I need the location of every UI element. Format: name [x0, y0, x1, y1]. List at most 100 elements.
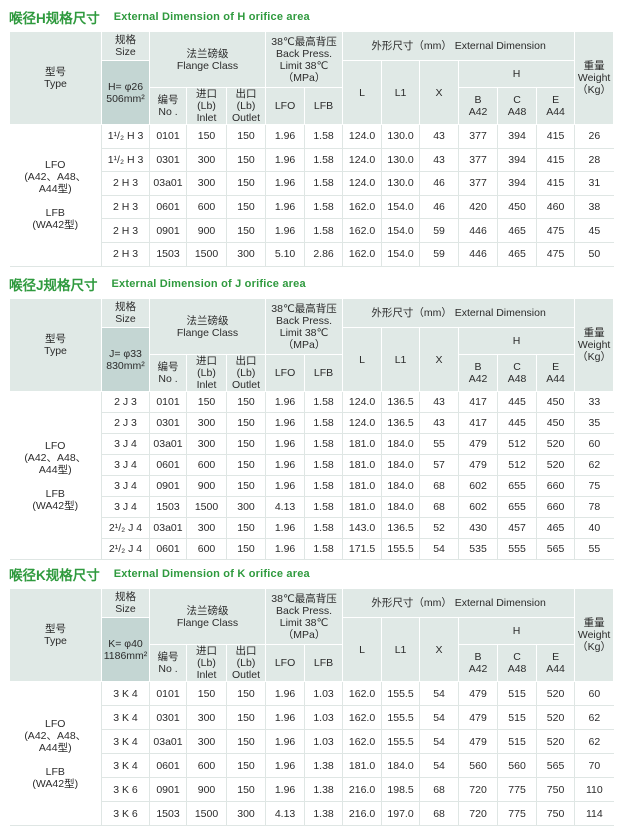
header-line: 506mm² [106, 92, 145, 105]
table-row: 2¹/₂ J 4 0601 600 150 1.96 1.58 171.5 155.5 54 53… [10, 538, 614, 560]
type-line: LFB [45, 487, 65, 500]
header-line: Weight [577, 72, 611, 84]
header-e: E A44 [536, 354, 576, 392]
cell-x: 43 [419, 391, 459, 413]
header-line: Flange Class [176, 326, 239, 339]
cell-no: 0301 [149, 705, 187, 730]
cell-lfb: 1.03 [304, 681, 343, 706]
cell-weight: 70 [574, 753, 614, 778]
table-header: 型号 Type 规格 Size 法兰磅级 Flange Class 38℃最高背压 Back … [9, 31, 615, 125]
header-line: 重量 [583, 60, 605, 72]
cell-lfb: 1.58 [304, 148, 343, 173]
header-line: Limit 38℃ [279, 616, 329, 629]
cell-l1: 136.5 [381, 412, 420, 434]
cell-x: 68 [419, 475, 459, 497]
cell-c: 457 [497, 517, 537, 539]
table-row: 3 J 4 0901 900 150 1.96 1.58 181.0 184.0 68 602 65… [10, 475, 614, 497]
cell-lfo: 1.96 [265, 753, 305, 778]
cell-lfb: 2.86 [304, 242, 343, 267]
header-inlet: 进口(Lb) Inlet [186, 87, 227, 125]
header-row: K= φ40 1186mm² L L1 X H [10, 617, 614, 682]
cell-x: 55 [419, 433, 459, 455]
cell-no: 0601 [149, 538, 187, 560]
header-row: H= φ26 506mm² L L1 X H [10, 60, 614, 125]
cell-x: 54 [419, 729, 459, 754]
cell-l: 181.0 [342, 433, 382, 455]
header-line: （Kg） [577, 351, 612, 363]
header-line: Inlet [196, 379, 217, 391]
header-line: K= φ40 [108, 637, 143, 650]
cell-lfo: 1.96 [265, 517, 305, 539]
header-c: C A48 [497, 644, 538, 682]
cell-inlet: 300 [186, 171, 227, 196]
section-j: 喉径J规格尺寸 External Dimension of J orifice a… [9, 274, 615, 560]
cell-c: 445 [497, 391, 537, 413]
header-line: 规格 [115, 34, 136, 46]
cell-c: 465 [497, 242, 537, 267]
cell-no: 0601 [149, 753, 187, 778]
cell-x: 43 [419, 148, 459, 173]
header-line: Outlet [232, 379, 261, 391]
header-row: J= φ33 830mm² L L1 X H [10, 327, 614, 392]
cell-e: 415 [536, 148, 575, 173]
type-line: LFB [45, 765, 65, 778]
cell-b: 602 [458, 496, 498, 518]
cell-inlet: 900 [186, 777, 227, 802]
header-line: A44 [546, 373, 565, 385]
header-line: 进口(Lb) [196, 88, 217, 112]
section-title-en: External Dimension of K orifice area [113, 568, 310, 580]
cell-no: 0101 [149, 681, 187, 706]
header-line: 进口(Lb) [196, 645, 217, 669]
cell-c: 394 [497, 171, 537, 196]
cell-l1: 155.5 [381, 729, 420, 754]
cell-e: 475 [536, 242, 575, 267]
cell-lfb: 1.38 [304, 753, 343, 778]
cell-l1: 155.5 [381, 681, 420, 706]
header-type: 型号 Type [9, 298, 102, 392]
cell-lfo: 1.96 [265, 124, 305, 149]
cell-x: 52 [419, 517, 459, 539]
cell-b: 479 [458, 433, 498, 455]
cell-e: 520 [536, 454, 575, 476]
cell-lfb: 1.58 [304, 218, 343, 243]
cell-lfb: 1.58 [304, 171, 343, 196]
header-line: 型号 [45, 333, 66, 345]
cell-inlet: 150 [186, 124, 227, 149]
cell-lfb: 1.03 [304, 729, 343, 754]
cell-lfb: 1.58 [304, 454, 343, 476]
cell-weight: 38 [574, 195, 614, 220]
cell-outlet: 150 [225, 412, 266, 434]
header-l1: L1 [381, 60, 421, 125]
cell-no: 0601 [149, 454, 187, 476]
cell-size: 1¹/₂ H 3 [101, 124, 150, 149]
cell-l: 162.0 [342, 681, 382, 706]
header-h: H [458, 327, 576, 355]
cell-no: 0901 [149, 475, 187, 497]
cell-e: 465 [536, 517, 575, 539]
cell-b: 720 [458, 801, 498, 826]
header-flange-class: 法兰磅级 Flange Class [148, 298, 267, 355]
cell-c: 775 [497, 801, 537, 826]
cell-c: 560 [497, 753, 537, 778]
header-line: A48 [507, 663, 527, 675]
cell-x: 54 [419, 705, 459, 730]
header-line: 法兰磅级 [186, 47, 229, 60]
cell-no: 03a01 [149, 171, 187, 196]
type-cell: LFO (A42、A48、 A44型) LFB (WA42型) [9, 681, 102, 826]
header-line: No . [158, 373, 178, 385]
type-line: LFO [45, 717, 66, 730]
cell-inlet: 300 [186, 729, 227, 754]
header-line: Inlet [196, 112, 217, 124]
header-line: Flange Class [176, 59, 239, 72]
table-row: LFO (A42、A48、 A44型) LFB (WA42型) 3 K 4 0101 150 1… [9, 681, 614, 826]
cell-weight: 62 [574, 729, 614, 754]
cell-weight: 110 [574, 777, 614, 802]
cell-outlet: 150 [225, 171, 266, 196]
header-no: 编号 No . [149, 354, 187, 392]
cell-c: 512 [497, 433, 537, 455]
cell-no: 0601 [149, 195, 187, 220]
cell-inlet: 600 [186, 753, 227, 778]
cell-lfo: 1.96 [265, 433, 305, 455]
cell-c: 394 [497, 124, 537, 149]
cell-e: 415 [536, 171, 575, 196]
